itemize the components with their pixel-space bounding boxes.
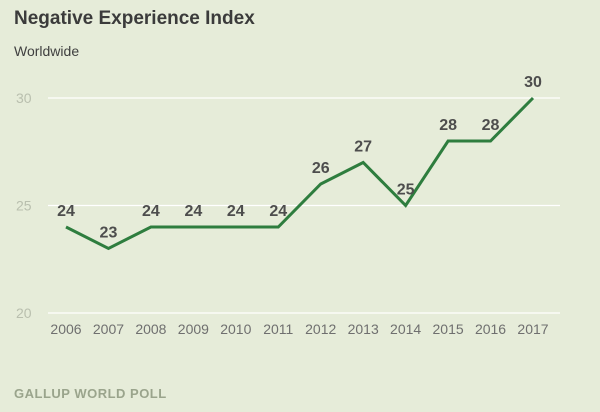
x-tick-label: 2006 (50, 321, 81, 337)
data-label: 24 (57, 203, 75, 220)
series-line (65, 96, 535, 251)
x-tick-label: 2010 (220, 321, 251, 337)
y-tick-label: 30 (16, 90, 32, 106)
x-tick-label: 2016 (475, 321, 506, 337)
data-label: 24 (184, 203, 202, 220)
data-label: 24 (227, 203, 245, 220)
x-tick-label: 2012 (305, 321, 336, 337)
chart-subtitle: Worldwide (14, 43, 80, 59)
x-tick-label: 2008 (135, 321, 166, 337)
y-tick-label: 25 (16, 198, 32, 214)
x-tick-label: 2014 (390, 321, 421, 337)
source-credit: GALLUP WORLD POLL (14, 386, 167, 401)
data-label: 30 (524, 74, 542, 91)
x-tick-label: 2015 (433, 321, 464, 337)
chart-title: Negative Experience Index (14, 8, 255, 29)
data-label: 27 (354, 139, 372, 156)
data-label: 28 (439, 117, 457, 134)
x-tick-label: 2007 (93, 321, 124, 337)
x-tick-label: 2017 (517, 321, 548, 337)
data-label: 23 (100, 225, 118, 242)
data-label: 25 (397, 182, 415, 199)
x-tick-label: 2013 (348, 321, 379, 337)
data-label: 24 (142, 203, 160, 220)
data-label: 24 (269, 203, 287, 220)
data-label: 26 (312, 160, 330, 177)
x-tick-label: 2009 (178, 321, 209, 337)
data-label: 28 (482, 117, 500, 134)
x-tick-label: 2011 (263, 321, 293, 337)
y-tick-label: 20 (16, 305, 32, 321)
